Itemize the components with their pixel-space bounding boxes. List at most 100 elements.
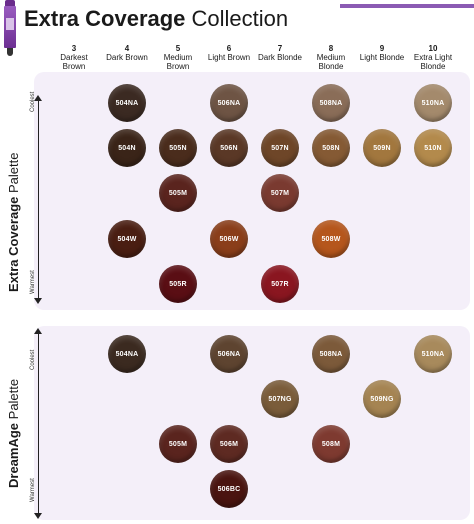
swatch-code: 504W — [117, 235, 137, 243]
swatch[interactable]: 505M — [159, 425, 197, 463]
column-level: 9 — [379, 44, 385, 53]
swatch-code: 509N — [373, 144, 391, 152]
column-header-9: 9 Light Blonde — [356, 44, 408, 62]
coolest-label: Coolest — [30, 349, 36, 370]
swatch-code: 506N — [220, 144, 238, 152]
swatch-code: 505M — [168, 189, 188, 197]
color-tube-image — [4, 0, 16, 58]
warmest-label: Warmest — [30, 478, 36, 502]
swatch[interactable]: 505R — [159, 265, 197, 303]
swatch-code: 505M — [168, 440, 188, 448]
arrow-line — [38, 100, 39, 300]
swatch[interactable]: 508NA — [312, 84, 350, 122]
column-level: 5 — [175, 44, 181, 53]
swatch[interactable]: 506BC — [210, 470, 248, 508]
column-level: 4 — [124, 44, 130, 53]
swatch[interactable]: 509NG — [363, 380, 401, 418]
swatch-code: 506M — [219, 440, 239, 448]
tube-label — [6, 18, 14, 30]
column-name: Medium Brown — [163, 53, 193, 71]
swatch-code: 510NA — [421, 350, 445, 358]
swatch[interactable]: 507NG — [261, 380, 299, 418]
column-header-4: 4 Dark Brown — [101, 44, 153, 62]
arrow-up-icon — [34, 328, 42, 334]
swatch-code: 507NG — [268, 395, 292, 403]
column-name: Dark Brown — [106, 53, 148, 62]
arrow-line — [38, 333, 39, 515]
palette-label-regular: Palette — [6, 378, 21, 423]
swatch-code: 504NA — [115, 99, 139, 107]
column-name: Dark Blonde — [257, 53, 303, 62]
swatch-code: 508M — [321, 440, 341, 448]
column-header-5: 5 Medium Brown — [152, 44, 204, 71]
swatch[interactable]: 510NA — [414, 84, 452, 122]
swatch[interactable]: 509N — [363, 129, 401, 167]
tube-nozzle — [7, 48, 13, 56]
swatch[interactable]: 504N — [108, 129, 146, 167]
swatch-code: 505N — [169, 144, 187, 152]
swatch-code: 509NG — [370, 395, 394, 403]
column-header-10: 10 Extra Light Blonde — [407, 44, 459, 71]
column-level: 7 — [277, 44, 283, 53]
page-title: Extra Coverage Collection — [24, 6, 288, 32]
title-bold: Extra Coverage — [24, 6, 186, 31]
arrow-up-icon — [34, 95, 42, 101]
palette-label-regular: Palette — [6, 152, 21, 197]
swatch[interactable]: 508N — [312, 129, 350, 167]
swatch-code: 507M — [270, 189, 290, 197]
swatch[interactable]: 506NA — [210, 84, 248, 122]
swatch[interactable]: 506N — [210, 129, 248, 167]
tube-cap — [5, 0, 15, 6]
swatch[interactable]: 510N — [414, 129, 452, 167]
title-regular: Collection — [185, 6, 289, 31]
swatch-code: 504N — [118, 144, 136, 152]
swatch-code: 506BC — [217, 485, 241, 493]
swatch-code: 510N — [424, 144, 442, 152]
swatch[interactable]: 510NA — [414, 335, 452, 373]
swatch-code: 506W — [219, 235, 239, 243]
column-header-6: 6 Light Brown — [203, 44, 255, 62]
swatch-code: 508N — [322, 144, 340, 152]
arrow-down-icon — [34, 513, 42, 519]
swatch[interactable]: 505M — [159, 174, 197, 212]
column-header-7: 7 Dark Blonde — [254, 44, 306, 62]
swatch[interactable]: 506NA — [210, 335, 248, 373]
swatch[interactable]: 508NA — [312, 335, 350, 373]
swatch-code: 508NA — [319, 350, 343, 358]
swatch-code: 507R — [271, 280, 289, 288]
swatch[interactable]: 508M — [312, 425, 350, 463]
swatch[interactable]: 508W — [312, 220, 350, 258]
column-name: Light Brown — [207, 53, 251, 62]
column-name: Extra Light Blonde — [413, 53, 453, 71]
swatch-code: 510NA — [421, 99, 445, 107]
column-level: 10 — [428, 44, 438, 53]
swatch-code: 506NA — [217, 350, 241, 358]
swatch[interactable]: 504NA — [108, 84, 146, 122]
swatch-code: 506NA — [217, 99, 241, 107]
swatch[interactable]: 507R — [261, 265, 299, 303]
palette-label-bold: Extra Coverage — [6, 196, 21, 292]
swatch-code: 508NA — [319, 99, 343, 107]
column-level: 6 — [226, 44, 232, 53]
title-accent-bar — [340, 4, 474, 8]
swatch[interactable]: 505N — [159, 129, 197, 167]
column-name: Darkest Brown — [60, 53, 88, 71]
swatch-code: 504NA — [115, 350, 139, 358]
swatch[interactable]: 506W — [210, 220, 248, 258]
arrow-down-icon — [34, 298, 42, 304]
column-level: 8 — [328, 44, 334, 53]
column-name: Light Blonde — [359, 53, 405, 62]
swatch[interactable]: 504NA — [108, 335, 146, 373]
swatch-code: 508W — [321, 235, 341, 243]
swatch-code: 507N — [271, 144, 289, 152]
dreamage-palette-label: DreamAge Palette — [6, 379, 21, 488]
swatch[interactable]: 507N — [261, 129, 299, 167]
swatch[interactable]: 507M — [261, 174, 299, 212]
column-name: Medium Blonde — [316, 53, 346, 71]
column-level: 3 — [71, 44, 77, 53]
swatch[interactable]: 506M — [210, 425, 248, 463]
swatch[interactable]: 504W — [108, 220, 146, 258]
palette-label-bold: DreamAge — [6, 422, 21, 488]
column-header-8: 8 Medium Blonde — [305, 44, 357, 71]
dreamage-panel — [34, 326, 470, 520]
